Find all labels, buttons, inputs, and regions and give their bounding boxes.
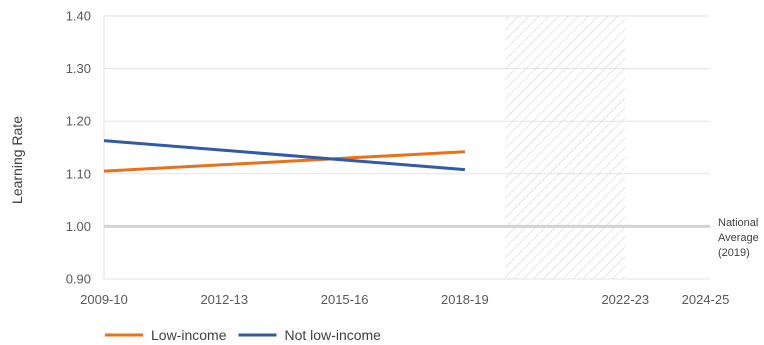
legend-label: Low-income [151, 327, 227, 343]
covid-gap-region [505, 16, 626, 279]
x-tick-label: 2012-13 [200, 292, 248, 307]
y-tick-label: 1.20 [66, 114, 91, 129]
x-tick-label: 2024-25 [682, 292, 730, 307]
series-lines [103, 139, 466, 173]
series-line-low-income [103, 150, 465, 173]
reference-line-label: Average [718, 232, 759, 244]
x-tick-label: 2015-16 [321, 292, 369, 307]
reference-line-group: National Average (2019) [104, 217, 759, 259]
shaded-region [505, 16, 626, 279]
y-tick-label: 1.30 [66, 61, 91, 76]
y-tick-label: 1.10 [66, 166, 91, 181]
x-tick-label: 2009-10 [80, 292, 128, 307]
reference-line-label: (2019) [718, 247, 750, 259]
y-tick-labels: 0.90 1.00 1.10 1.20 1.30 1.40 [66, 9, 91, 287]
reference-line-label: National [718, 217, 758, 229]
y-axis-label: Learning Rate [9, 116, 25, 204]
series-line-not-low-income [103, 139, 466, 172]
x-tick-label: 2022-23 [601, 292, 649, 307]
y-tick-label: 1.40 [66, 9, 91, 24]
x-tick-labels: 2009-10 2012-13 2015-16 2018-19 2022-23 2024-… [80, 292, 729, 307]
y-tick-label: 1.00 [66, 219, 91, 234]
legend: Low-income Not low-income [105, 327, 381, 343]
x-tick-label: 2018-19 [441, 292, 489, 307]
y-tick-label: 0.90 [66, 272, 91, 287]
legend-label: Not low-income [284, 327, 381, 343]
